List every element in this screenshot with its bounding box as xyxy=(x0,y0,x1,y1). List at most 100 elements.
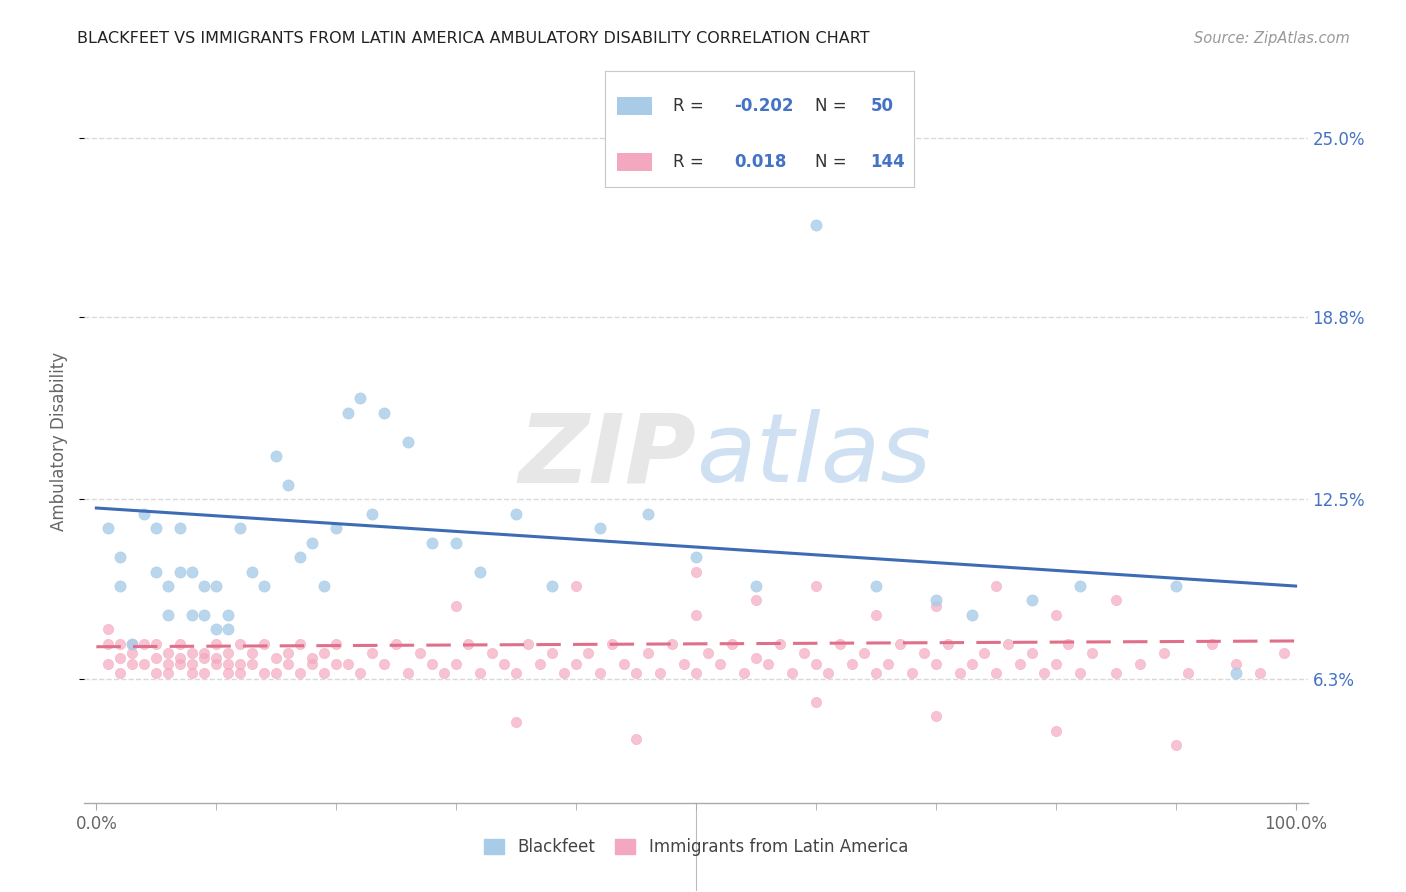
Point xyxy=(468,665,491,680)
Point xyxy=(264,651,287,665)
Point xyxy=(1045,657,1067,671)
Point xyxy=(1201,637,1223,651)
Point xyxy=(1153,646,1175,660)
Point xyxy=(205,637,228,651)
Point xyxy=(901,665,924,680)
Point xyxy=(409,646,432,660)
Point xyxy=(325,521,347,535)
Point xyxy=(960,657,983,671)
Point xyxy=(217,607,239,622)
Point xyxy=(565,579,588,593)
Point xyxy=(169,565,191,579)
Point xyxy=(169,657,191,671)
Point xyxy=(1225,665,1247,680)
Text: 50: 50 xyxy=(870,97,894,115)
Point xyxy=(229,657,252,671)
Point xyxy=(865,607,887,622)
Point xyxy=(517,637,540,651)
Point xyxy=(505,665,527,680)
Point xyxy=(565,657,588,671)
FancyBboxPatch shape xyxy=(617,97,651,115)
Point xyxy=(314,665,336,680)
Point xyxy=(793,646,815,660)
Text: 0.018: 0.018 xyxy=(734,153,787,170)
Point xyxy=(444,535,467,549)
Point xyxy=(949,665,972,680)
Point xyxy=(1069,579,1091,593)
Point xyxy=(780,665,803,680)
Point xyxy=(396,434,419,449)
Point xyxy=(229,665,252,680)
Point xyxy=(181,665,204,680)
Point xyxy=(277,646,299,660)
Point xyxy=(648,665,671,680)
Point xyxy=(997,637,1019,651)
Point xyxy=(349,665,371,680)
Point xyxy=(157,665,180,680)
Point xyxy=(145,651,167,665)
Point xyxy=(157,646,180,660)
Point xyxy=(134,657,156,671)
Point xyxy=(181,646,204,660)
Point xyxy=(925,657,948,671)
Point xyxy=(290,637,312,651)
Point xyxy=(1045,607,1067,622)
Legend: Blackfeet, Immigrants from Latin America: Blackfeet, Immigrants from Latin America xyxy=(484,838,908,856)
Point xyxy=(481,646,503,660)
Point xyxy=(685,665,707,680)
Point xyxy=(193,579,215,593)
Point xyxy=(1021,593,1043,607)
Point xyxy=(984,665,1007,680)
Point xyxy=(337,657,360,671)
Point xyxy=(804,657,827,671)
Point xyxy=(912,646,935,660)
Point xyxy=(589,521,612,535)
Point xyxy=(134,507,156,521)
Point xyxy=(1069,665,1091,680)
Point xyxy=(685,550,707,565)
Point xyxy=(121,637,143,651)
Point xyxy=(193,607,215,622)
Text: Source: ZipAtlas.com: Source: ZipAtlas.com xyxy=(1194,31,1350,46)
Point xyxy=(110,550,132,565)
Point xyxy=(361,646,384,660)
Point xyxy=(745,651,768,665)
Text: -0.202: -0.202 xyxy=(734,97,794,115)
Point xyxy=(253,665,276,680)
Point xyxy=(301,535,323,549)
Point xyxy=(181,565,204,579)
Point xyxy=(925,709,948,723)
Point xyxy=(661,637,683,651)
Point xyxy=(229,521,252,535)
Point xyxy=(553,665,575,680)
Point xyxy=(134,637,156,651)
Point xyxy=(193,665,215,680)
Point xyxy=(745,579,768,593)
Point xyxy=(1105,665,1128,680)
Point xyxy=(541,646,564,660)
Point xyxy=(721,637,744,651)
Point xyxy=(444,657,467,671)
Point xyxy=(181,607,204,622)
Point xyxy=(217,623,239,637)
Point xyxy=(637,507,659,521)
Point xyxy=(253,637,276,651)
Point xyxy=(1225,657,1247,671)
Point xyxy=(444,599,467,614)
Point xyxy=(865,665,887,680)
Text: 144: 144 xyxy=(870,153,905,170)
Point xyxy=(169,651,191,665)
Point xyxy=(1164,738,1187,752)
Point xyxy=(889,637,911,651)
Point xyxy=(157,657,180,671)
Point xyxy=(193,646,215,660)
Point xyxy=(925,599,948,614)
Point xyxy=(1032,665,1054,680)
Point xyxy=(709,657,731,671)
Point xyxy=(685,607,707,622)
Point xyxy=(217,665,239,680)
Point xyxy=(804,695,827,709)
Point xyxy=(253,579,276,593)
Point xyxy=(264,665,287,680)
Point xyxy=(624,665,647,680)
